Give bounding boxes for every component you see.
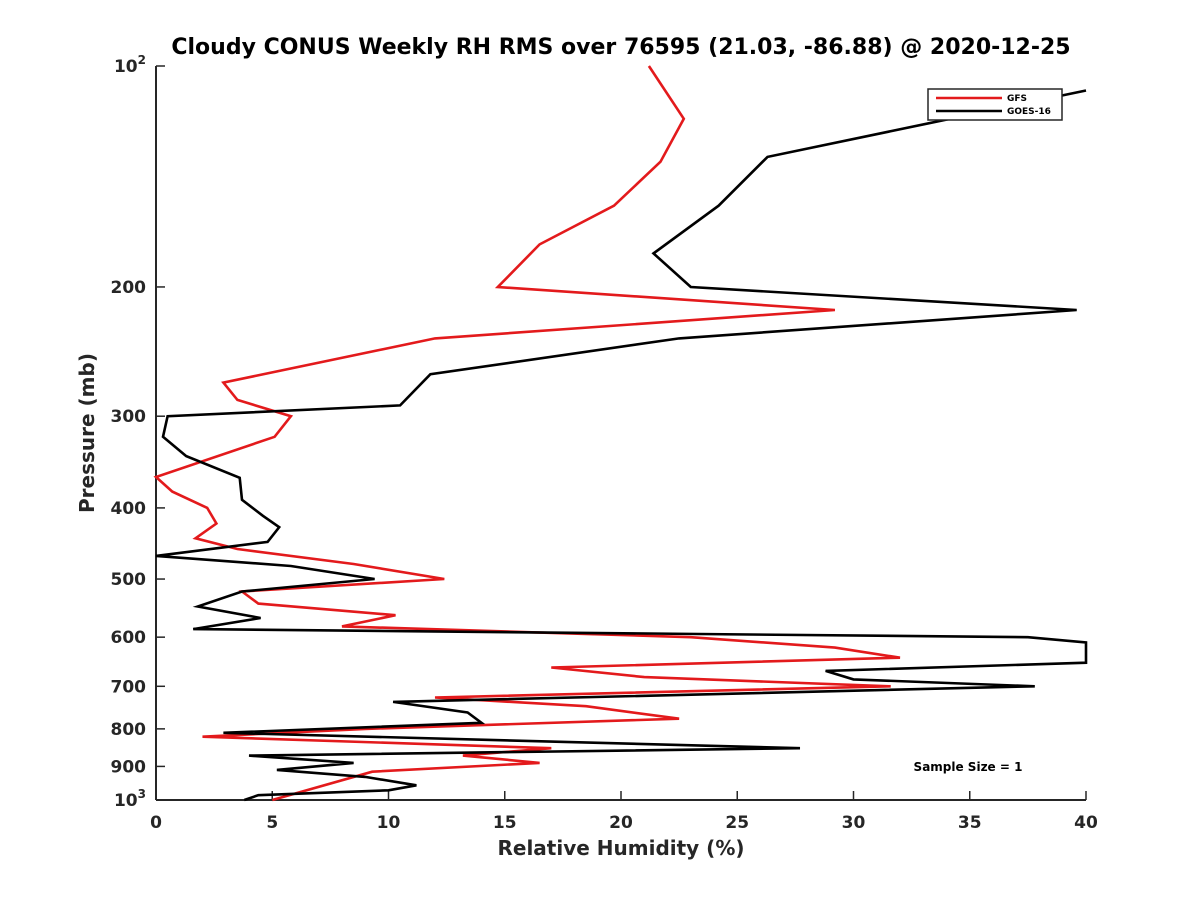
y-axis-label: Pressure (mb) xyxy=(75,353,99,513)
y-tick-label: 900 xyxy=(111,757,147,777)
x-axis-label: Relative Humidity (%) xyxy=(497,836,744,860)
y-tick-label-base: 400 xyxy=(111,499,147,519)
y-tick-label-base: 500 xyxy=(111,570,147,590)
y-tick-label: 500 xyxy=(111,570,147,590)
y-tick-label: 103 xyxy=(114,787,146,811)
y-tick-label-base: 700 xyxy=(111,677,147,697)
legend-box xyxy=(927,88,1063,121)
x-tick-label: 0 xyxy=(150,813,162,833)
y-tick-label-exponent: 3 xyxy=(138,787,146,801)
y-tick-label-base: 200 xyxy=(111,278,147,298)
y-tick-label-base: 900 xyxy=(111,757,147,777)
x-tick-label: 40 xyxy=(1074,813,1098,833)
y-tick-label: 200 xyxy=(111,278,147,298)
chart-title: Cloudy CONUS Weekly RH RMS over 76595 (2… xyxy=(171,35,1070,60)
x-tick-label: 35 xyxy=(958,813,982,833)
y-tick-label: 102 xyxy=(114,53,146,77)
y-tick-label-base: 600 xyxy=(111,628,147,648)
y-tick-label-exponent: 2 xyxy=(138,53,146,67)
y-tick-label-base: 800 xyxy=(111,720,147,740)
y-tick-label: 300 xyxy=(111,407,147,427)
series-line-gfs xyxy=(153,65,901,802)
x-tick-label: 10 xyxy=(377,813,401,833)
y-tick-label: 600 xyxy=(111,628,147,648)
y-tick-label-base: 10 xyxy=(114,791,138,811)
series-line-goes16 xyxy=(155,89,1088,802)
x-tick-label: 25 xyxy=(725,813,749,833)
sample-size-annotation: Sample Size = 1 xyxy=(914,760,1023,774)
x-tick-label: 5 xyxy=(266,813,278,833)
x-tick-label: 30 xyxy=(842,813,866,833)
y-tick-label: 700 xyxy=(111,677,147,697)
x-axis: 0 5 10 15 20 25 30 35 40 xyxy=(150,791,1098,833)
y-tick-label-base: 300 xyxy=(111,407,147,427)
legend-label-gfs: GFS xyxy=(1007,94,1027,104)
y-tick-label: 400 xyxy=(111,499,147,519)
y-tick-label: 800 xyxy=(111,720,147,740)
plot-area xyxy=(155,66,1086,801)
legend: GFS GOES-16 xyxy=(927,88,1063,121)
x-tick-label: 20 xyxy=(609,813,633,833)
series-layer xyxy=(153,65,1088,802)
y-tick-label-base: 10 xyxy=(114,57,138,77)
x-tick-label: 15 xyxy=(493,813,517,833)
legend-label-goes16: GOES-16 xyxy=(1007,107,1051,117)
